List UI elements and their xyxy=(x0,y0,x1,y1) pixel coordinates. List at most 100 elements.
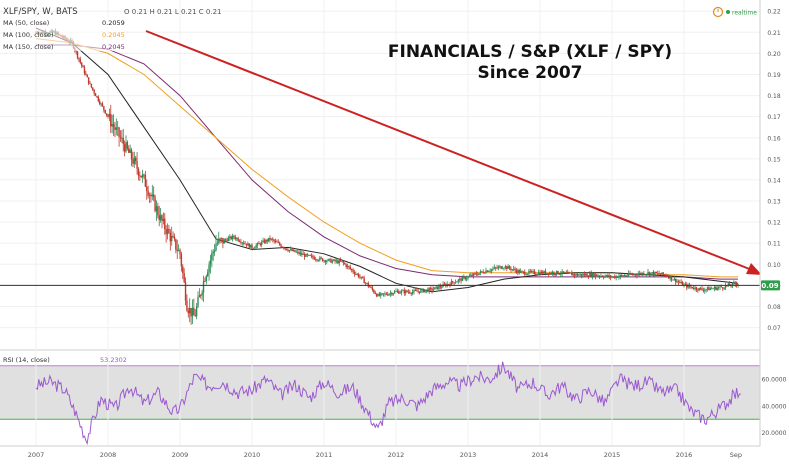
candle-body xyxy=(291,249,293,251)
candle-body xyxy=(280,244,282,247)
candle-body xyxy=(346,265,349,267)
candle-body xyxy=(285,248,288,250)
price-tick-label: 0.19 xyxy=(767,72,781,79)
candle-body xyxy=(625,275,627,277)
candle-body xyxy=(439,286,442,288)
price-tick-label: 0.15 xyxy=(767,156,781,163)
candle-body xyxy=(566,272,569,273)
candle-body xyxy=(662,272,664,275)
candle-body xyxy=(321,258,324,262)
candle-body xyxy=(278,242,281,245)
candle-body xyxy=(334,259,336,262)
candle-body xyxy=(701,288,703,290)
candle-body xyxy=(237,238,239,241)
candle-body xyxy=(377,294,379,297)
candle-body xyxy=(578,274,580,276)
candle-body xyxy=(310,255,313,257)
candle-body xyxy=(730,285,732,287)
candle-body xyxy=(159,215,162,220)
candle-body xyxy=(447,284,450,285)
candle-body xyxy=(659,274,662,275)
candle-body xyxy=(597,275,599,277)
candle-body xyxy=(262,240,264,242)
candle-body xyxy=(198,295,201,298)
candle-body xyxy=(705,289,707,290)
candle-body xyxy=(298,251,300,254)
candle-body xyxy=(539,272,541,275)
candle-body xyxy=(596,274,598,276)
candle-body xyxy=(317,260,320,262)
candle-body xyxy=(483,272,486,274)
candle-body xyxy=(648,271,651,275)
symbol-label[interactable]: XLF/SPY, W, BATS xyxy=(3,7,78,17)
candle-body xyxy=(645,273,648,275)
ma100-legend-label[interactable]: MA (100, close) xyxy=(3,31,53,39)
candle-body xyxy=(101,103,104,107)
clock-icon[interactable] xyxy=(712,6,724,18)
candle-body xyxy=(654,271,656,275)
ma50-legend-label[interactable]: MA (50, close) xyxy=(3,19,49,27)
rsi-axis[interactable]: 60.0000 40.0000 20.0000 xyxy=(762,377,787,438)
candle-body xyxy=(731,282,734,286)
price-tick-label: 0.17 xyxy=(767,114,781,121)
rsi-legend-label[interactable]: RSI (14, close) xyxy=(3,356,50,364)
candle-body xyxy=(79,59,82,63)
candle-body xyxy=(247,243,249,246)
candle-body xyxy=(407,291,410,293)
candle-body xyxy=(583,274,586,276)
candle-body xyxy=(306,254,309,256)
candle-body xyxy=(86,74,88,78)
candle-body xyxy=(733,282,735,284)
candle-body xyxy=(612,276,615,278)
candle-body xyxy=(680,282,682,283)
time-tick-label: 2007 xyxy=(28,451,45,459)
candle-body xyxy=(637,274,640,276)
candle-body xyxy=(227,238,230,242)
candle-body xyxy=(146,186,148,192)
candle-body xyxy=(314,259,317,261)
candle-body xyxy=(169,232,172,242)
candle-body xyxy=(712,288,714,290)
price-tick-label: 0.11 xyxy=(767,241,781,248)
time-tick-label: 2014 xyxy=(532,451,549,459)
candle-body xyxy=(118,127,120,137)
candle-body xyxy=(215,243,217,251)
candle-body xyxy=(499,266,501,268)
candle-body xyxy=(530,271,533,272)
candle-body xyxy=(515,270,518,273)
candle-body xyxy=(619,274,622,277)
price-tick-label: 0.16 xyxy=(767,135,781,142)
candle-body xyxy=(579,274,581,276)
candle-body xyxy=(337,260,339,264)
time-axis[interactable]: 2007 2008 2009 2010 2011 2012 2013 2014 2015 2016… xyxy=(28,451,742,459)
candle-body xyxy=(434,287,436,290)
candle-body xyxy=(220,238,223,239)
candle-body xyxy=(564,272,566,274)
candle-body xyxy=(78,57,80,60)
candle-body xyxy=(458,278,461,280)
candle-body xyxy=(418,291,421,293)
candle-body xyxy=(137,168,140,176)
candle-body xyxy=(623,275,626,277)
candle-body xyxy=(697,289,699,291)
candle-body xyxy=(386,294,389,296)
candle-body xyxy=(573,274,576,276)
candle-body xyxy=(586,274,588,277)
candle-body xyxy=(489,270,491,272)
price-axis[interactable]: 0.22 0.21 0.20 0.19 0.18 0.17 0.16 0.15 0.14 0.13… xyxy=(767,9,781,332)
candle-body xyxy=(299,252,302,254)
candle-body xyxy=(582,274,584,276)
candle-body xyxy=(323,260,325,262)
candle-body xyxy=(650,272,652,275)
candle-body xyxy=(532,271,534,272)
rsi-pane[interactable] xyxy=(0,349,789,420)
candle-body xyxy=(381,293,383,295)
candle-body xyxy=(332,259,335,261)
ma150-legend-label[interactable]: MA (150, close) xyxy=(3,43,53,51)
rsi-tick-label: 40.0000 xyxy=(762,403,787,410)
candle-body xyxy=(512,268,515,270)
rsi-band xyxy=(0,365,760,420)
candle-body xyxy=(686,284,688,288)
candle-body xyxy=(391,292,393,295)
